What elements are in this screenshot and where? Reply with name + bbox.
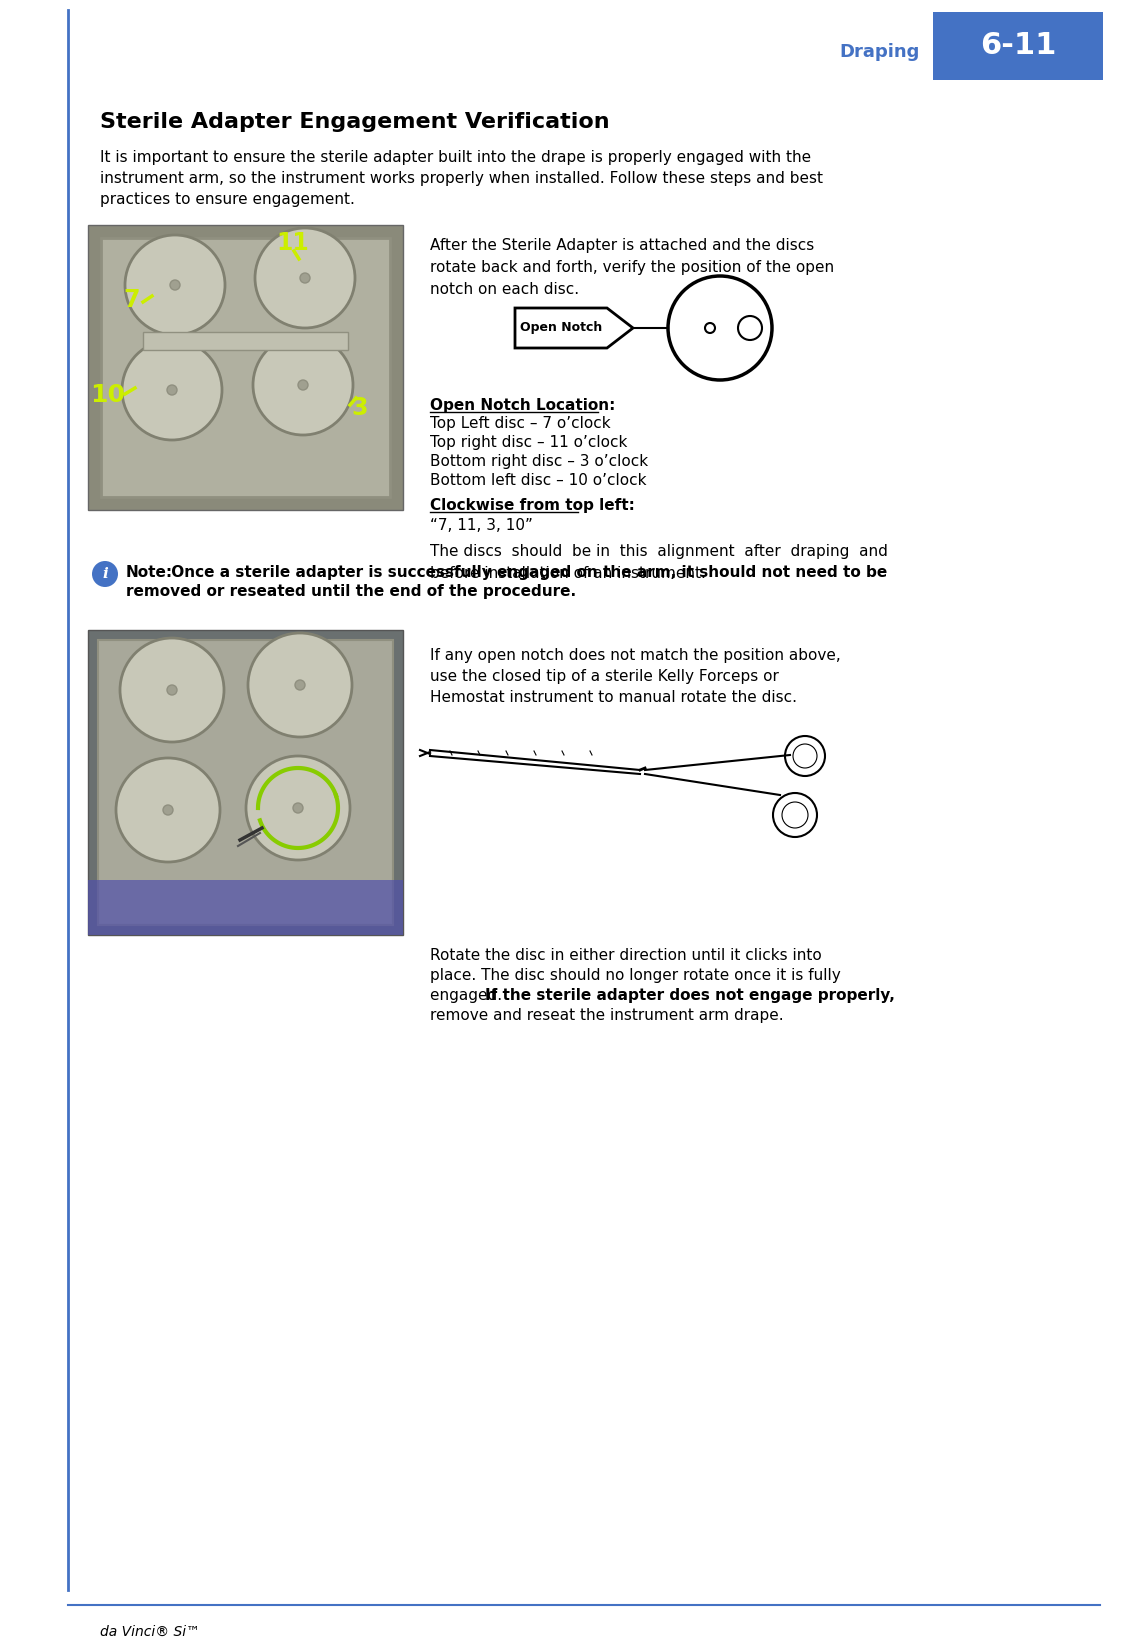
Circle shape [167, 384, 177, 394]
Circle shape [786, 736, 825, 775]
Text: Bottom right disc – 3 o’clock: Bottom right disc – 3 o’clock [431, 454, 648, 469]
Text: practices to ensure engagement.: practices to ensure engagement. [100, 191, 355, 206]
FancyBboxPatch shape [933, 12, 1103, 79]
Circle shape [706, 323, 715, 333]
Text: Note:: Note: [126, 564, 174, 581]
Circle shape [170, 280, 180, 290]
Text: engaged.: engaged. [431, 988, 507, 1003]
Text: Open Notch: Open Notch [520, 322, 602, 335]
Text: i: i [103, 568, 108, 581]
Circle shape [255, 228, 355, 328]
FancyBboxPatch shape [101, 238, 390, 497]
Circle shape [116, 757, 220, 861]
Circle shape [167, 685, 177, 695]
Circle shape [773, 794, 817, 837]
Text: remove and reseat the instrument arm drape.: remove and reseat the instrument arm dra… [431, 1008, 783, 1023]
Text: 10: 10 [90, 383, 125, 408]
Circle shape [252, 335, 353, 436]
Circle shape [119, 639, 224, 743]
Circle shape [246, 756, 350, 860]
Circle shape [248, 634, 352, 738]
Text: Sterile Adapter Engagement Verification: Sterile Adapter Engagement Verification [100, 112, 610, 132]
Circle shape [300, 272, 310, 284]
FancyBboxPatch shape [88, 630, 403, 936]
Text: use the closed tip of a sterile Kelly Forceps or: use the closed tip of a sterile Kelly Fo… [431, 668, 779, 685]
Text: da Vinci® Si™: da Vinci® Si™ [100, 1625, 199, 1638]
Text: Once a sterile adapter is successfully engaged on the arm, it should not need to: Once a sterile adapter is successfully e… [166, 564, 887, 581]
Circle shape [298, 380, 308, 389]
Text: Bottom left disc – 10 o’clock: Bottom left disc – 10 o’clock [431, 474, 647, 488]
Circle shape [125, 234, 225, 335]
Circle shape [122, 340, 222, 441]
Circle shape [668, 276, 772, 380]
Circle shape [738, 317, 762, 340]
Text: 6-11: 6-11 [979, 31, 1056, 61]
Polygon shape [515, 309, 633, 348]
FancyBboxPatch shape [143, 332, 348, 350]
Circle shape [163, 805, 174, 815]
Circle shape [782, 802, 808, 828]
Text: 7: 7 [124, 289, 140, 312]
Text: removed or reseated until the end of the procedure.: removed or reseated until the end of the… [126, 584, 576, 599]
Text: Open Notch Location:: Open Notch Location: [431, 398, 615, 412]
FancyBboxPatch shape [88, 879, 403, 936]
Text: Clockwise from top left:: Clockwise from top left: [431, 498, 635, 513]
Circle shape [92, 561, 118, 587]
Circle shape [295, 680, 305, 690]
FancyBboxPatch shape [98, 640, 393, 926]
Text: place. The disc should no longer rotate once it is fully: place. The disc should no longer rotate … [431, 969, 841, 983]
Text: If any open notch does not match the position above,: If any open notch does not match the pos… [431, 648, 841, 663]
Text: The discs  should  be in  this  alignment  after  draping  and
before installati: The discs should be in this alignment af… [431, 544, 888, 581]
Text: 3: 3 [352, 396, 369, 421]
Text: Draping: Draping [840, 43, 920, 61]
Text: “7, 11, 3, 10”: “7, 11, 3, 10” [431, 518, 533, 533]
Text: instrument arm, so the instrument works properly when installed. Follow these st: instrument arm, so the instrument works … [100, 172, 823, 186]
Text: 11: 11 [276, 231, 310, 256]
Text: Rotate the disc in either direction until it clicks into: Rotate the disc in either direction unti… [431, 949, 822, 964]
Text: Top right disc – 11 o’clock: Top right disc – 11 o’clock [431, 436, 628, 450]
Circle shape [793, 744, 817, 767]
FancyBboxPatch shape [88, 224, 403, 510]
Text: If the sterile adapter does not engage properly,: If the sterile adapter does not engage p… [485, 988, 895, 1003]
Circle shape [293, 804, 303, 813]
Text: It is important to ensure the sterile adapter built into the drape is properly e: It is important to ensure the sterile ad… [100, 150, 811, 165]
Text: Hemostat instrument to manual rotate the disc.: Hemostat instrument to manual rotate the… [431, 690, 797, 705]
Text: After the Sterile Adapter is attached and the discs
rotate back and forth, verif: After the Sterile Adapter is attached an… [431, 238, 834, 297]
Text: Top Left disc – 7 o’clock: Top Left disc – 7 o’clock [431, 416, 611, 431]
